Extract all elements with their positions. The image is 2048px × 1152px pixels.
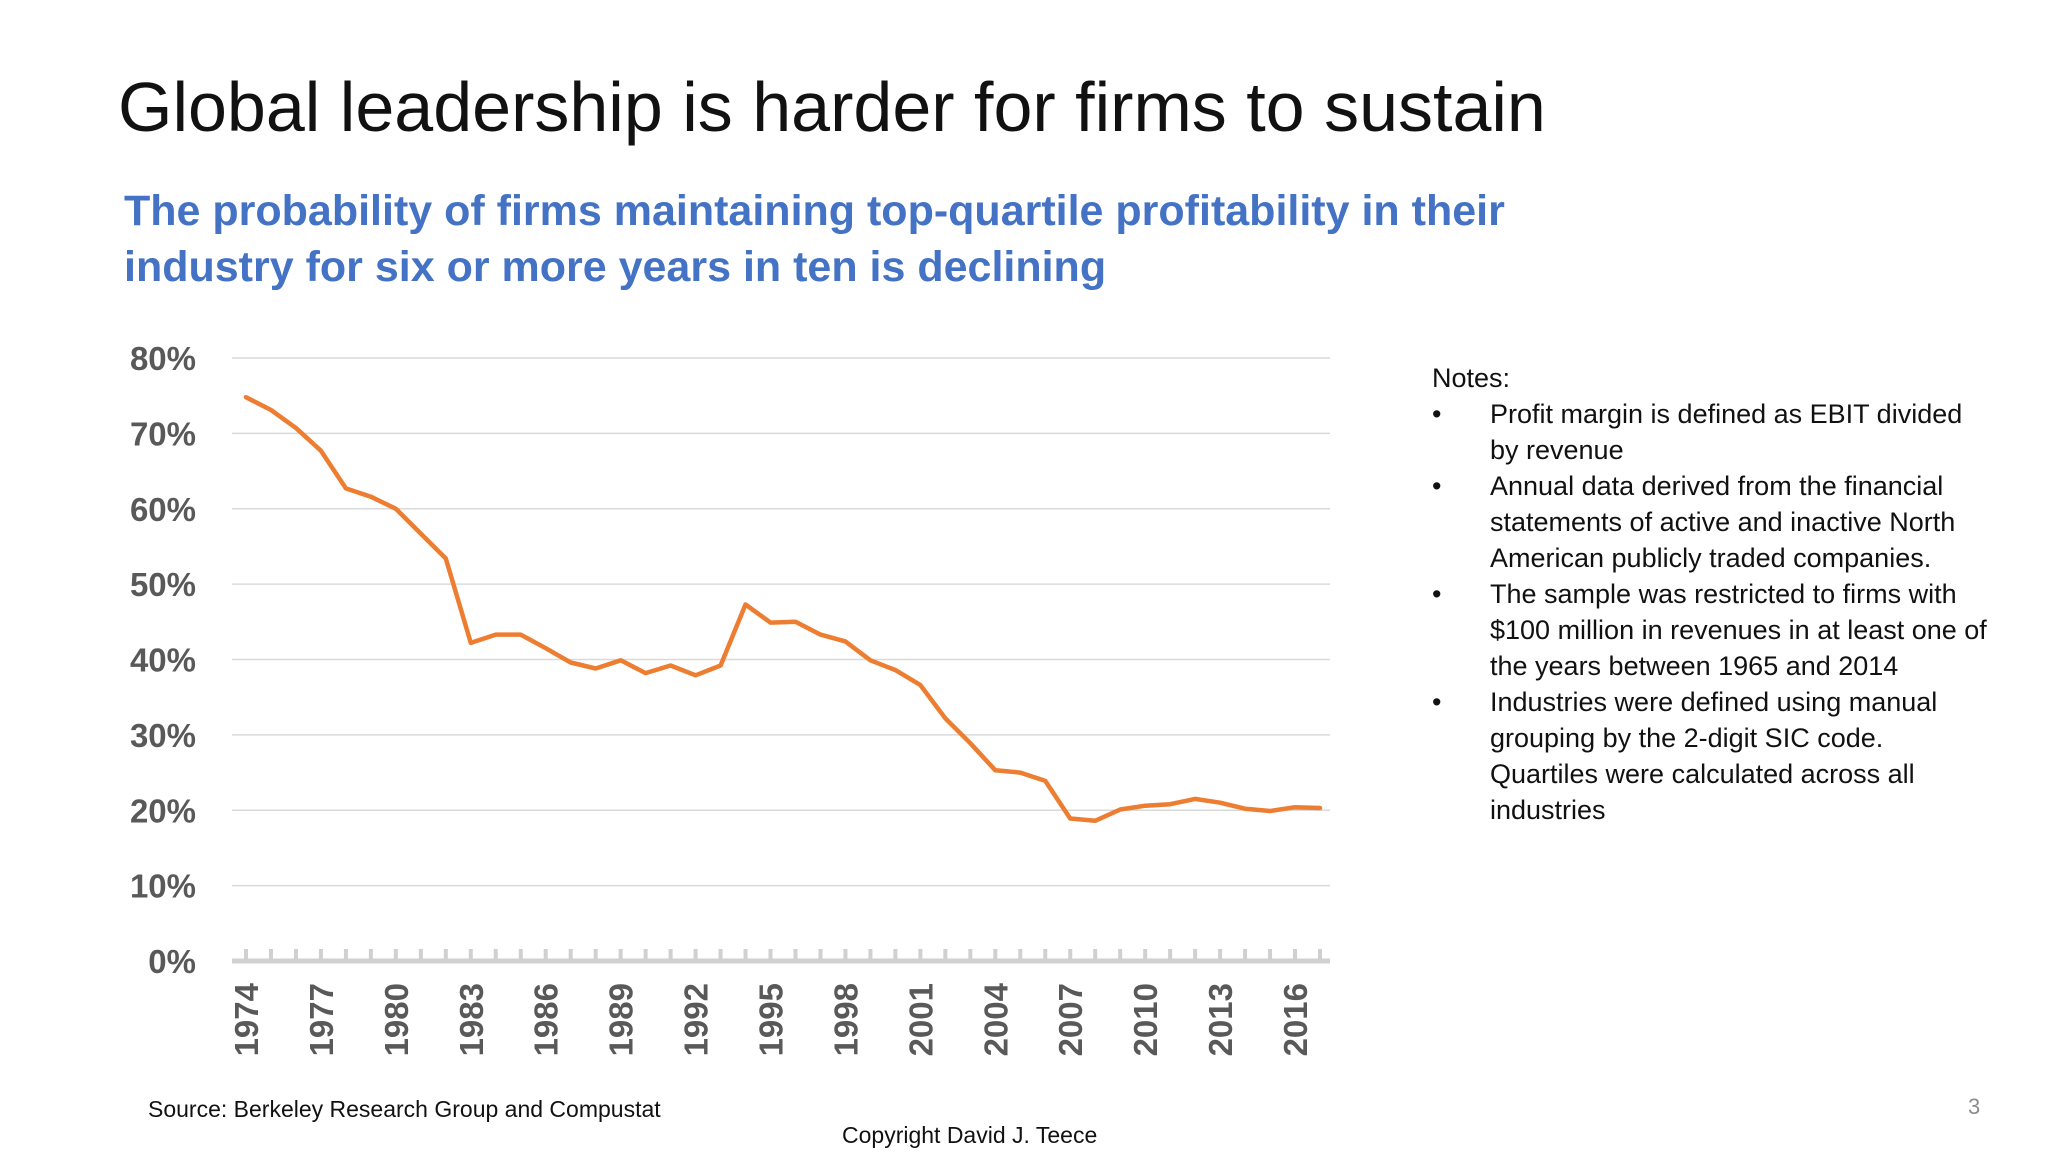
y-tick-label: 70% — [130, 415, 196, 452]
x-tick-label: 1998 — [827, 983, 864, 1056]
notes-list: • Profit margin is defined as EBIT divide… — [1432, 396, 1992, 828]
x-tick-label: 1983 — [453, 983, 490, 1056]
x-tick-label: 1995 — [753, 983, 790, 1056]
x-tick-label: 1989 — [603, 983, 640, 1056]
slide-subtitle: The probability of firms maintaining top… — [124, 183, 1684, 295]
notes-panel: Notes: • Profit margin is defined as EBIT… — [1432, 360, 1992, 828]
x-tick-label: 1986 — [528, 983, 565, 1056]
note-text: Industries were defined using manual gro… — [1490, 687, 1938, 825]
bullet-icon: • — [1432, 471, 1442, 501]
x-tick-label: 1992 — [678, 983, 715, 1056]
y-tick-label: 40% — [130, 642, 196, 679]
note-item: • The sample was restricted to firms with… — [1432, 576, 1992, 684]
series-line — [243, 394, 1323, 824]
page-number: 3 — [1968, 1094, 1981, 1119]
y-tick-label: 20% — [130, 792, 196, 829]
note-item: • Profit margin is defined as EBIT divide… — [1432, 396, 1992, 468]
y-tick-label: 60% — [130, 491, 196, 528]
gridlines — [232, 357, 1330, 887]
x-tick-label: 2001 — [902, 983, 939, 1056]
bullet-icon: • — [1432, 687, 1442, 717]
notes-heading: Notes: — [1432, 363, 1511, 393]
x-tick-label: 2016 — [1277, 983, 1314, 1056]
x-axis-tick-labels: 1974 1977 1980 1983 1986 1989 1992 1995 1998 2001… — [228, 982, 1314, 1056]
series-group — [243, 394, 1323, 824]
y-tick-label: 10% — [130, 868, 196, 905]
bullet-icon: • — [1432, 399, 1442, 429]
y-tick-label: 80% — [130, 340, 196, 377]
note-item: • Annual data derived from the financial … — [1432, 468, 1992, 576]
source-note: Source: Berkeley Research Group and Comp… — [148, 1096, 661, 1122]
bullet-icon: • — [1432, 579, 1442, 609]
x-tick-label: 2007 — [1052, 983, 1089, 1056]
x-tick-label: 1977 — [303, 983, 340, 1056]
y-tick-label: 50% — [130, 566, 196, 603]
copyright-note: Copyright David J. Teece — [842, 1122, 1098, 1148]
note-text: Annual data derived from the financial s… — [1490, 471, 1956, 573]
y-axis-tick-labels: 0% 10% 20% 30% 40% 50% 60% 70% 80% — [130, 340, 196, 980]
x-tick-label: 2013 — [1202, 983, 1239, 1056]
slide-title: Global leadership is harder for firms to… — [118, 68, 1546, 146]
note-text: The sample was restricted to firms with … — [1490, 579, 1987, 681]
note-text: Profit margin is defined as EBIT divided… — [1490, 399, 1963, 465]
y-tick-label: 0% — [148, 943, 196, 980]
note-item: • Industries were defined using manual gr… — [1432, 684, 1992, 828]
subtitle-line-2: industry for six or more years in ten is… — [124, 243, 1107, 291]
x-tick-label: 2010 — [1127, 983, 1164, 1056]
x-tick-label: 1980 — [378, 983, 415, 1056]
x-tick-label: 1974 — [228, 982, 265, 1056]
x-axis — [232, 949, 1330, 964]
y-tick-label: 30% — [130, 717, 196, 754]
x-tick-label: 2004 — [977, 982, 1014, 1056]
subtitle-line-1: The probability of firms maintaining top… — [124, 187, 1505, 235]
